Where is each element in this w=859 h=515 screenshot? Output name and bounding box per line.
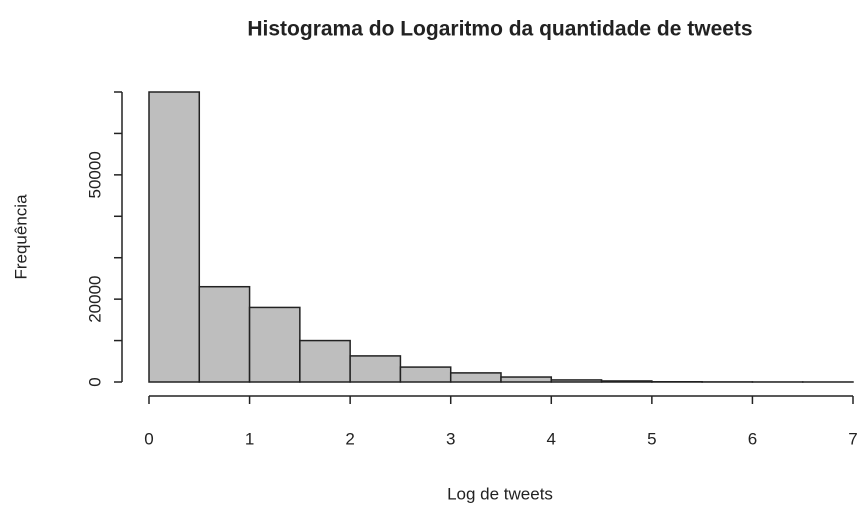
bar xyxy=(400,367,450,382)
x-tick-label: 6 xyxy=(748,429,757,448)
x-tick-label: 3 xyxy=(446,429,455,448)
bar xyxy=(300,341,350,382)
x-tick-label: 0 xyxy=(144,429,153,448)
bar xyxy=(250,307,300,382)
x-tick-label: 5 xyxy=(647,429,656,448)
x-tick-label: 2 xyxy=(345,429,354,448)
bar xyxy=(602,381,652,382)
bar xyxy=(350,356,400,382)
bar xyxy=(199,287,249,382)
y-tick-label: 20000 xyxy=(85,276,104,323)
x-tick-label: 4 xyxy=(547,429,556,448)
bar xyxy=(149,92,199,382)
y-axis-label: Frequência xyxy=(11,194,30,280)
bar xyxy=(551,380,601,382)
chart-title: Histograma do Logaritmo da quantidade de… xyxy=(247,18,752,41)
x-tick-label: 7 xyxy=(848,429,857,448)
bar xyxy=(501,377,551,382)
y-tick-label: 50000 xyxy=(85,151,104,198)
x-tick-label: 1 xyxy=(245,429,254,448)
y-tick-label: 0 xyxy=(85,377,104,386)
x-axis-label: Log de tweets xyxy=(447,484,553,503)
bar xyxy=(451,373,501,382)
